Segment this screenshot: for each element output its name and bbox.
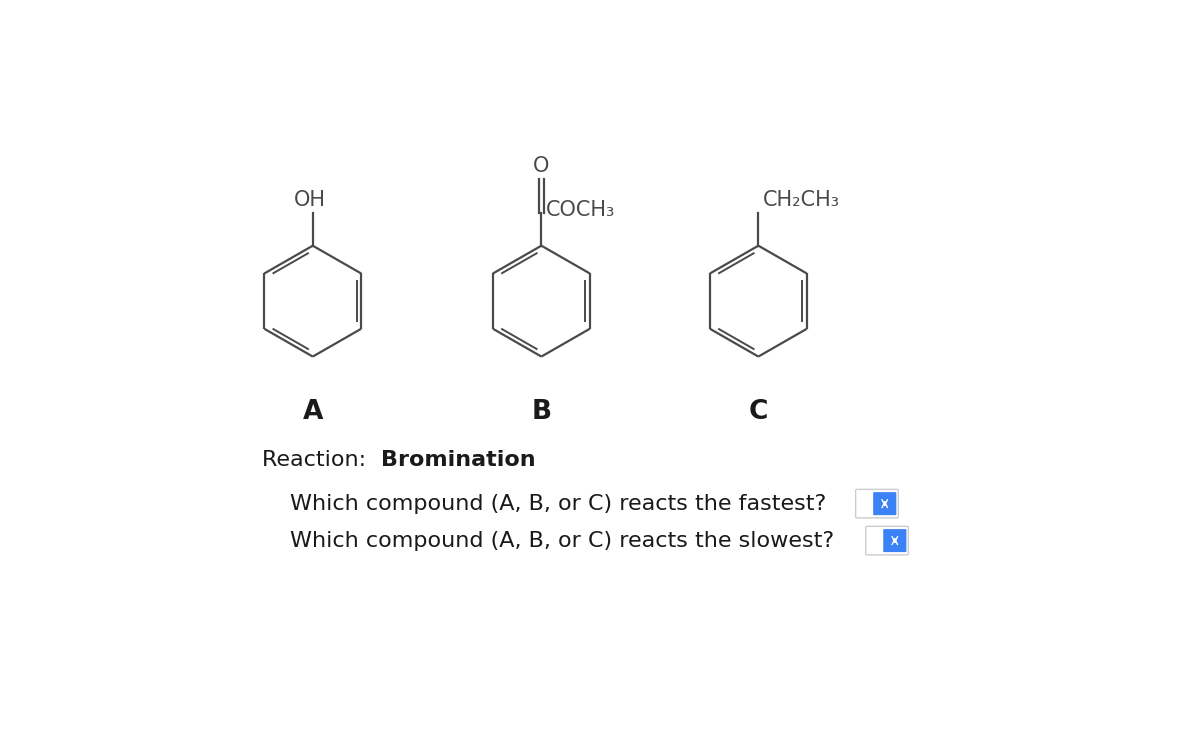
Text: Which compound (A, B, or C) reacts the fastest?: Which compound (A, B, or C) reacts the f… (289, 493, 826, 514)
Text: A: A (302, 399, 323, 425)
Text: Which compound (A, B, or C) reacts the slowest?: Which compound (A, B, or C) reacts the s… (289, 531, 834, 550)
Text: CH₂CH₃: CH₂CH₃ (763, 190, 840, 210)
FancyBboxPatch shape (874, 492, 896, 515)
Text: B: B (532, 399, 552, 425)
Text: C: C (749, 399, 768, 425)
Text: OH: OH (294, 190, 325, 210)
FancyBboxPatch shape (883, 529, 906, 552)
Text: O: O (533, 157, 550, 176)
Text: Reaction:: Reaction: (263, 449, 378, 470)
FancyBboxPatch shape (865, 526, 908, 555)
FancyBboxPatch shape (856, 490, 899, 518)
Text: Bromination: Bromination (380, 449, 535, 470)
Text: COCH₃: COCH₃ (546, 201, 616, 220)
